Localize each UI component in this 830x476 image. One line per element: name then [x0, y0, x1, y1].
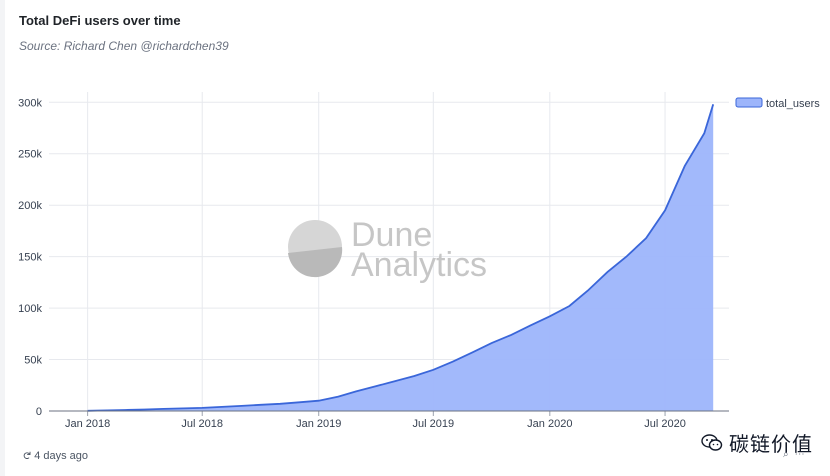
x-tick-label: Jul 2018	[181, 418, 223, 430]
y-tick-label: 100k	[18, 303, 42, 315]
dune-logo-shade	[288, 247, 343, 278]
watermark-line1: Dune	[351, 216, 432, 254]
updated-label: 4 days ago	[34, 449, 89, 462]
x-tick-label: Jul 2019	[413, 418, 455, 430]
x-tick-label: Jan 2020	[527, 418, 572, 430]
y-tick-label: 300k	[18, 97, 42, 109]
corner-icons: ⌕ ⋯	[783, 449, 805, 460]
share-icon[interactable]: ⋯	[794, 449, 805, 460]
chart-subtitle: Source: Richard Chen @richardchen39	[19, 39, 229, 53]
watermark-line2: Analytics	[351, 246, 487, 284]
x-tick-label: Jan 2019	[296, 418, 341, 430]
y-tick-label: 250k	[18, 149, 42, 161]
legend-label: total_users	[766, 98, 820, 110]
refresh-icon[interactable]: ↻	[20, 450, 33, 461]
y-tick-label: 150k	[18, 252, 42, 264]
axis-layer: 0 50k 100k 150k 200k 250k 300k Jan 2018 Jul 2018…	[18, 97, 729, 430]
series-area-total_users	[87, 104, 714, 412]
legend-swatch	[735, 97, 763, 108]
dune-watermark: Dune Analytics	[288, 216, 487, 284]
series-layer	[87, 104, 715, 412]
footer-updated: ↻ 4 days ago	[20, 449, 89, 462]
y-tick-label: 200k	[18, 200, 42, 212]
y-tick-label: 0	[36, 406, 42, 418]
legend[interactable]: total_users	[735, 97, 820, 110]
area-chart: Dune Analytics 0 50k 100k 150k 200k 250k 300k J…	[18, 92, 820, 430]
x-tick-label: Jan 2018	[65, 418, 110, 430]
chart-title: Total DeFi users over time	[19, 13, 181, 28]
wechat-account-name: 碳链价值	[729, 432, 813, 456]
series-line-total_users	[87, 104, 715, 412]
wechat-badge: 碳链价值	[701, 428, 813, 457]
expand-icon[interactable]: ⌕	[783, 449, 789, 460]
wechat-icon	[701, 433, 723, 451]
x-tick-label: Jul 2020	[644, 418, 686, 430]
y-tick-label: 50k	[24, 355, 42, 367]
